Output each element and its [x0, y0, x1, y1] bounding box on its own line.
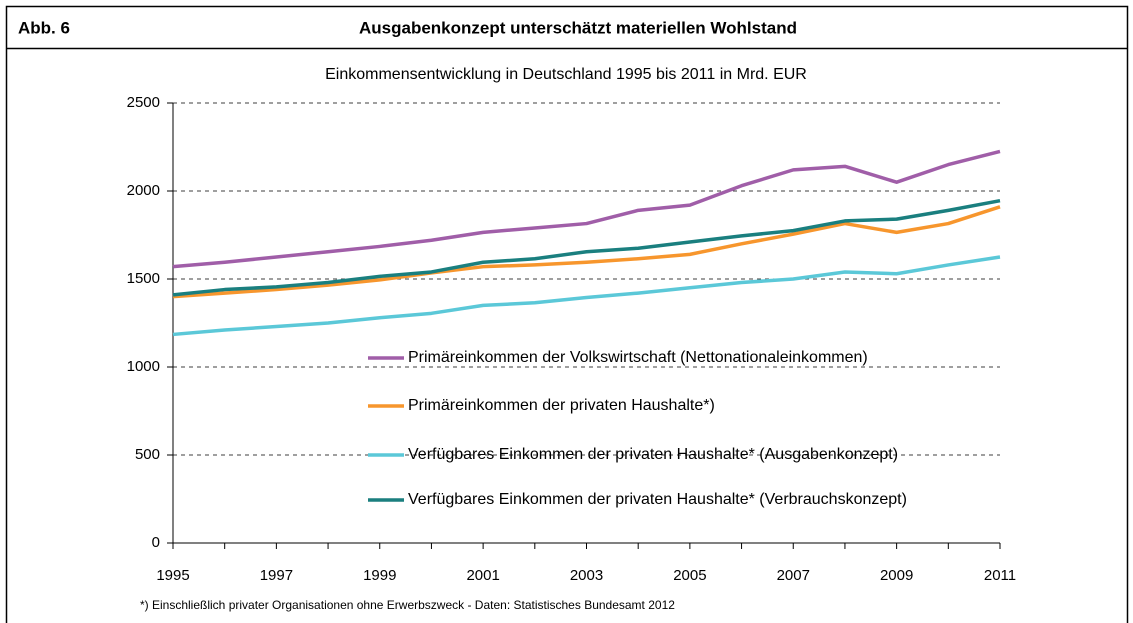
y-tick-label: 2000 [127, 182, 160, 199]
chart-subtitle: Einkommensentwicklung in Deutschland 199… [325, 66, 807, 83]
y-tick-label: 0 [152, 534, 160, 551]
x-tick-label: 1997 [260, 567, 293, 584]
x-tick-label: 2011 [984, 567, 1016, 584]
y-tick-label: 2500 [127, 94, 160, 111]
frame [5, 5, 1129, 623]
legend-label: Primäreinkommen der privaten Haushalte*) [408, 397, 715, 414]
legend-label: Verfügbares Einkommen der privaten Haush… [408, 491, 907, 508]
legend-label: Verfügbares Einkommen der privaten Haush… [408, 446, 898, 463]
x-tick-label: 1995 [156, 567, 189, 584]
x-tick-label: 2005 [673, 567, 706, 584]
x-tick-label: 2009 [880, 567, 913, 584]
series-line [172, 198, 1001, 297]
x-tick-label: 2001 [466, 567, 499, 584]
x-tick-label: 2007 [777, 567, 810, 584]
series-line [172, 149, 1001, 269]
series-line [172, 255, 1001, 337]
y-tick-label: 1500 [127, 270, 160, 287]
figure-label: Abb. 6 [18, 18, 70, 37]
series-line [172, 205, 1001, 299]
x-tick-label: 2003 [570, 567, 603, 584]
y-tick-label: 1000 [127, 358, 160, 375]
legend-label: Primäreinkommen der Volkswirtschaft (Net… [408, 349, 868, 366]
chart-title: Ausgabenkonzept unterschätzt materiellen… [359, 18, 797, 37]
footnote: *) Einschließlich privater Organisatione… [140, 598, 675, 612]
y-tick-label: 500 [135, 446, 160, 463]
x-tick-label: 1999 [363, 567, 396, 584]
